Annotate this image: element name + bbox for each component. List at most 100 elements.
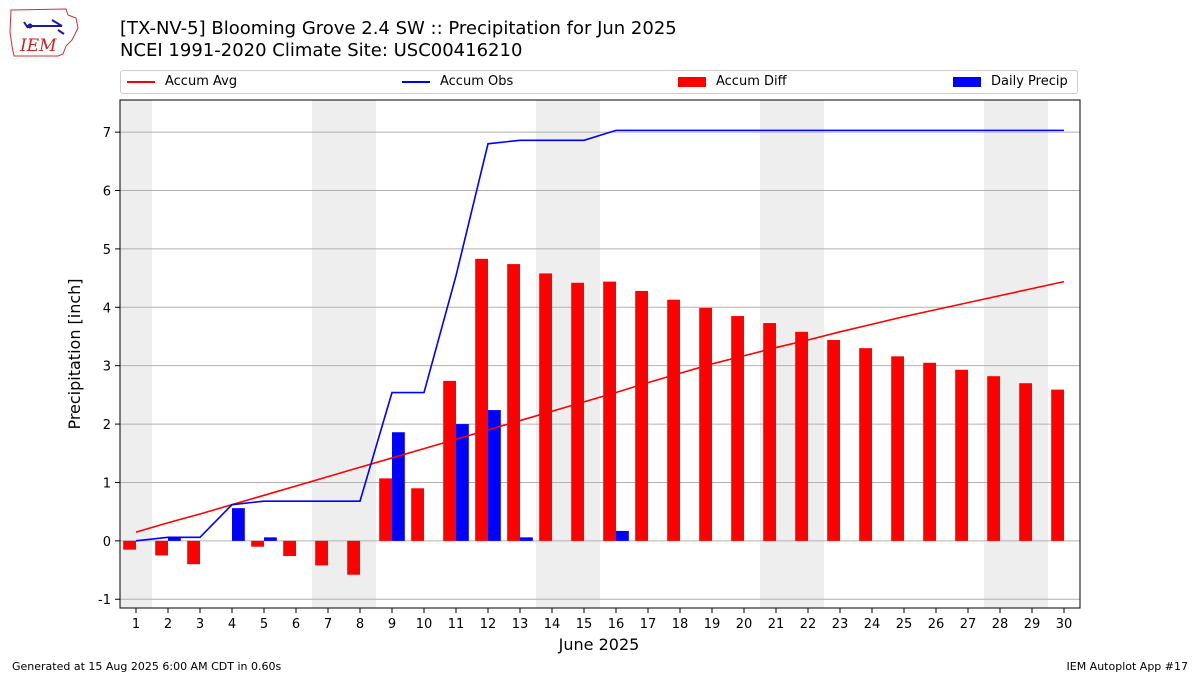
x-tick-label: 8 <box>356 617 364 632</box>
diff-bar <box>955 369 968 541</box>
legend-item-accum-diff: Accum Diff <box>678 74 787 89</box>
diff-bar <box>347 540 360 575</box>
weekend-band <box>344 100 376 608</box>
x-axis-label: June 2025 <box>558 635 640 654</box>
x-tick-label: 10 <box>416 617 433 632</box>
diff-bar <box>1019 383 1032 541</box>
diff-bar <box>539 273 552 541</box>
diff-bar <box>571 282 584 541</box>
plot-frame <box>119 99 1081 609</box>
diff-bar <box>667 299 680 541</box>
daily-bar <box>264 537 277 541</box>
diff-bar <box>859 348 872 541</box>
x-tick-label: 4 <box>228 617 236 632</box>
diff-bar <box>699 307 712 541</box>
line-series <box>135 129 1065 542</box>
x-tick-label: 5 <box>260 617 268 632</box>
legend-item-accum-avg: Accum Avg <box>127 74 237 89</box>
daily-bar <box>392 432 405 541</box>
diff-bar <box>411 488 424 541</box>
x-tick-label: 23 <box>832 617 849 632</box>
diff-bar <box>443 380 456 541</box>
x-tick-label: 17 <box>640 617 657 632</box>
x-tick-label: 29 <box>1024 617 1041 632</box>
x-tick-label: 26 <box>928 617 945 632</box>
legend-item-accum-obs: Accum Obs <box>402 74 513 89</box>
legend-label: Accum Obs <box>440 74 514 89</box>
diff-bar <box>379 478 392 541</box>
y-ticks: -1 0 1 2 3 4 5 6 7 <box>98 126 120 608</box>
x-tick-label: 20 <box>736 617 753 632</box>
daily-bar <box>168 537 181 541</box>
diff-bar <box>507 264 520 541</box>
daily-bars <box>168 410 629 541</box>
daily-bar <box>488 410 501 541</box>
diff-bar <box>187 540 200 565</box>
chart-subtitle: NCEI 1991-2020 Climate Site: USC00416210 <box>120 40 523 61</box>
x-tick-label: 2 <box>164 617 172 632</box>
footer-app: IEM Autoplot App #17 <box>1066 660 1189 673</box>
daily-bar <box>456 424 469 541</box>
x-tick-label: 27 <box>960 617 977 632</box>
weekend-band <box>312 100 344 608</box>
legend-swatch <box>953 76 981 87</box>
weather-symbols-icon <box>23 19 65 35</box>
diff-bar <box>827 339 840 541</box>
diff-bar <box>315 540 328 566</box>
y-tick-label: 2 <box>103 418 111 433</box>
diff-bar <box>283 540 296 557</box>
y-tick-label: 1 <box>103 476 111 491</box>
diff-bar <box>155 540 168 556</box>
diff-bar <box>987 376 1000 541</box>
diff-bar <box>475 258 488 541</box>
y-tick-label: -1 <box>98 593 111 608</box>
logo-text: IEM <box>19 36 57 56</box>
legend-swatch <box>402 80 430 83</box>
x-tick-label: 25 <box>896 617 913 632</box>
chart-title: [TX-NV-5] Blooming Grove 2.4 SW :: Preci… <box>120 18 677 39</box>
diff-bar <box>763 323 776 541</box>
daily-bar <box>616 530 629 541</box>
x-tick-label: 22 <box>800 617 817 632</box>
x-tick-label: 30 <box>1056 617 1073 632</box>
y-tick-label: 6 <box>103 185 111 200</box>
daily-bar <box>520 537 533 541</box>
x-tick-label: 13 <box>512 617 529 632</box>
diff-bar <box>891 356 904 541</box>
diff-bar <box>923 362 936 541</box>
diff-bar <box>251 540 264 547</box>
diff-bar <box>635 290 648 541</box>
diff-bar <box>1051 389 1064 541</box>
diff-bar <box>123 540 136 550</box>
x-tick-label: 21 <box>768 617 785 632</box>
diff-bar <box>603 281 616 541</box>
accum-avg-line <box>135 280 1065 533</box>
x-tick-label: 3 <box>196 617 204 632</box>
x-tick-label: 18 <box>672 617 689 632</box>
legend-label: Accum Diff <box>716 74 787 89</box>
x-tick-label: 12 <box>480 617 497 632</box>
legend-swatch <box>127 80 155 83</box>
legend-item-daily-precip: Daily Precip <box>953 74 1068 89</box>
x-tick-label: 16 <box>608 617 625 632</box>
x-tick-label: 9 <box>388 617 396 632</box>
x-tick-label: 6 <box>292 617 300 632</box>
x-tick-label: 11 <box>448 617 465 632</box>
daily-bar <box>232 508 245 541</box>
accum-obs-line <box>135 129 1064 542</box>
x-tick-label: 24 <box>864 617 881 632</box>
y-axis-label: Precipitation [inch] <box>65 278 84 429</box>
x-tick-label: 28 <box>992 617 1009 632</box>
y-tick-label: 7 <box>103 126 111 141</box>
x-tick-label: 7 <box>324 617 332 632</box>
x-tick-label: 14 <box>544 617 561 632</box>
x-tick-label: 15 <box>576 617 593 632</box>
plot-border <box>119 99 1081 609</box>
x-tick-label: 19 <box>704 617 721 632</box>
legend: Accum Avg Accum Obs Accum Diff Daily Pre… <box>120 70 1078 94</box>
diff-bar <box>731 316 744 541</box>
y-tick-label: 5 <box>103 243 111 258</box>
x-ticks: 1 2 3 4 5 6 7 8 9 10 11 12 13 14 15 16 17 18 19 20 21 22 23 24 2… <box>132 608 1072 632</box>
diff-bars <box>123 258 1064 575</box>
